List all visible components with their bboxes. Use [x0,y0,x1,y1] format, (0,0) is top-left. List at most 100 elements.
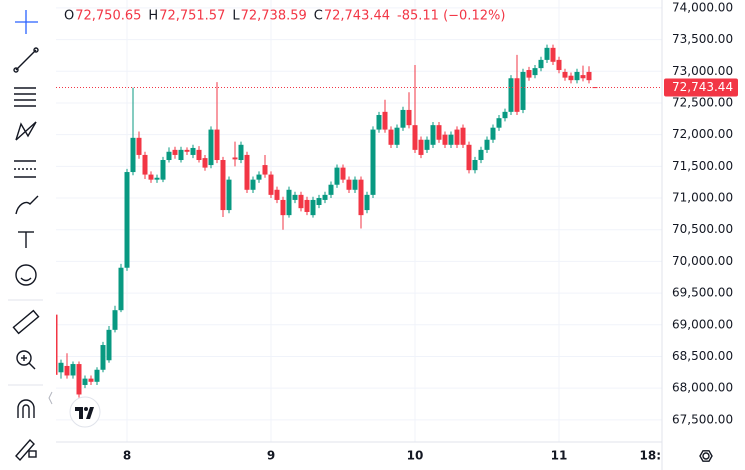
candle-body [424,139,430,150]
candle-body [592,87,598,89]
candle-body [550,47,556,62]
candle-body [262,165,268,175]
candle-body [340,167,346,180]
candle-body [586,71,592,81]
candle-body [196,149,202,161]
brush-tool[interactable] [15,195,39,215]
candle-body [436,125,442,140]
y-tick-label: 70,500.00 [672,222,733,236]
candle-body [346,179,352,190]
candle-body [142,154,148,175]
candle-body [406,109,412,126]
pattern-tool[interactable] [15,121,37,141]
trendline-tool[interactable] [13,47,39,73]
candle-body [430,125,436,145]
zoom-tool[interactable] [16,350,36,370]
candle-body [496,118,502,128]
fib-tool[interactable] [14,87,36,107]
candle-body [580,75,586,79]
ruler-tool[interactable] [12,309,40,335]
candle-body [214,129,220,161]
candle-body [568,75,574,81]
ohlc-key: H [148,9,158,24]
candle-body [322,194,328,200]
candle-body [58,362,64,373]
candle-body [208,129,214,166]
candle-body [64,365,70,376]
candle-body [292,194,298,200]
candle-body [106,329,112,361]
lock-draw-tool[interactable] [15,438,37,462]
candle-body [172,149,178,155]
ohlc-key: L [232,9,240,24]
candle-body [388,129,394,145]
candle-body [442,134,448,145]
ohlc-value: 72,751.57 [159,9,225,24]
magnet-tool[interactable] [17,399,35,418]
y-tick-label: 71,000.00 [672,191,733,205]
candle-body [190,147,196,155]
candle-body [304,199,310,212]
candle-body [334,167,340,185]
candle-body [160,160,166,180]
candle-body [520,71,526,110]
candle-body [538,59,544,69]
y-tick-label: 67,500.00 [672,412,733,426]
candle-body [484,139,490,150]
candle-body [148,174,154,180]
projection-tool[interactable] [14,160,36,178]
y-tick-label: 70,000.00 [672,254,733,268]
candle-body [256,174,262,180]
candle-body [514,78,520,112]
candle-body [382,111,388,130]
settings-button[interactable] [699,450,713,462]
x-tick-label: 10 [407,449,424,463]
candle-body [562,71,568,78]
text-tool[interactable] [18,231,34,248]
candle-body [268,174,274,195]
y-tick-label: 68,000.00 [672,381,733,395]
candle-body [202,158,208,168]
candle-body [394,127,400,145]
candle-body [124,172,130,268]
ohlc-key: O [64,9,74,24]
candle-body [574,71,580,81]
candle-body [448,134,454,145]
candle-body [280,199,286,216]
toolbar [8,10,713,462]
last-price-label: 72,743.44 [672,80,733,94]
candle-body [490,127,496,140]
ohlc-value: 72,738.59 [241,9,307,24]
collapse-toggle[interactable] [48,391,53,405]
y-tick-label: 74,000.00 [672,0,733,14]
icon-tool[interactable] [15,264,37,286]
ohlc-value: 72,750.65 [75,9,141,24]
candle-body [112,310,118,330]
candle-body [226,179,232,211]
candle-body [298,194,304,209]
candle-body [328,184,334,195]
candle-body [76,364,82,395]
candle-body [478,149,484,161]
candle-body [400,109,406,128]
candle-body [130,137,136,173]
candle-body [88,378,94,382]
candle-body [376,115,382,130]
candle-body [70,364,76,376]
candle-body [454,129,460,145]
last-price-badge [664,78,738,97]
candle-body [82,378,88,385]
candle-body [370,129,376,195]
y-tick-label: 73,000.00 [672,64,733,78]
x-tick-label: 9 [267,449,275,463]
ohlc-key: C [314,9,323,24]
crosshair-tool[interactable] [15,10,38,34]
candle-body [412,125,418,150]
candle-body [544,47,550,60]
y-tick-label: 69,000.00 [672,317,733,331]
candle-body [178,149,184,161]
candle-body [526,70,532,78]
tradingview-logo[interactable] [69,396,101,428]
candle-body [466,144,472,171]
